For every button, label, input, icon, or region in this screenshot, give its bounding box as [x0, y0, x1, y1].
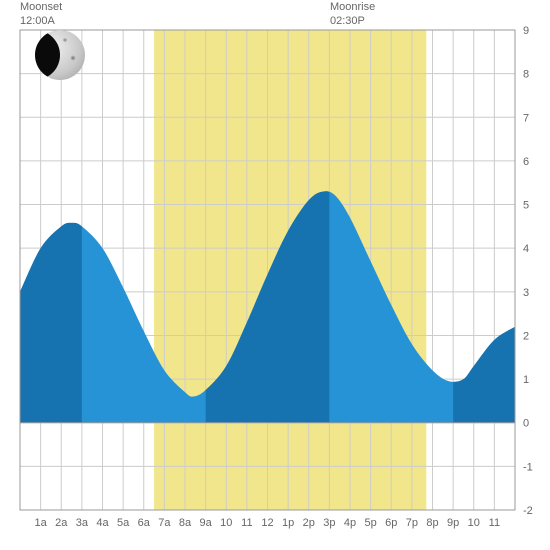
moonset-block: Moonset 12:00A [20, 0, 62, 29]
x-tick-label: 8a [179, 517, 192, 529]
x-tick-label: 6a [138, 517, 151, 529]
x-tick-label: 9a [200, 517, 213, 529]
x-tick-label: 4p [344, 517, 356, 529]
x-tick-label: 2a [55, 517, 68, 529]
moonrise-label: Moonrise [330, 1, 375, 13]
x-tick-label: 10 [220, 517, 232, 529]
x-tick-label: 3a [76, 517, 89, 529]
x-tick-label: 1p [282, 517, 294, 529]
x-tick-label: 6p [385, 517, 397, 529]
y-tick-label: 0 [523, 418, 529, 430]
x-tick-label: 11 [241, 517, 252, 529]
x-tick-label: 5p [365, 517, 377, 529]
x-tick-label: 11 [489, 517, 500, 529]
moonset-time: 12:00A [20, 15, 55, 27]
y-tick-label: 4 [523, 243, 529, 255]
moon-phase-icon [35, 30, 85, 80]
x-tick-label: 4a [96, 517, 109, 529]
x-tick-label: 8p [426, 517, 438, 529]
moonrise-time: 02:30P [330, 15, 365, 27]
x-tick-label: 7p [406, 517, 418, 529]
x-tick-label: 2p [303, 517, 315, 529]
y-tick-label: 6 [523, 156, 529, 168]
x-tick-label: 3p [323, 517, 335, 529]
y-tick-label: 7 [523, 112, 529, 124]
chart-canvas: -2-101234567891a2a3a4a5a6a7a8a9a1011121p… [0, 0, 550, 550]
y-tick-label: 2 [523, 330, 529, 342]
y-tick-label: 9 [523, 25, 529, 37]
moonrise-block: Moonrise 02:30P [330, 0, 375, 29]
y-tick-label: 5 [523, 200, 529, 212]
moonset-label: Moonset [20, 1, 62, 13]
y-tick-label: -1 [523, 461, 533, 473]
x-tick-label: 7a [158, 517, 171, 529]
tide-chart: Moonset 12:00A Moonrise 02:30P -2-101234… [0, 0, 550, 550]
y-tick-label: 1 [523, 374, 529, 386]
y-tick-label: 3 [523, 287, 529, 299]
y-tick-label: -2 [523, 505, 533, 517]
x-tick-label: 1a [35, 517, 48, 529]
x-tick-label: 5a [117, 517, 130, 529]
x-tick-label: 10 [468, 517, 480, 529]
x-tick-label: 12 [261, 517, 273, 529]
y-tick-label: 8 [523, 69, 529, 81]
x-tick-label: 9p [447, 517, 459, 529]
